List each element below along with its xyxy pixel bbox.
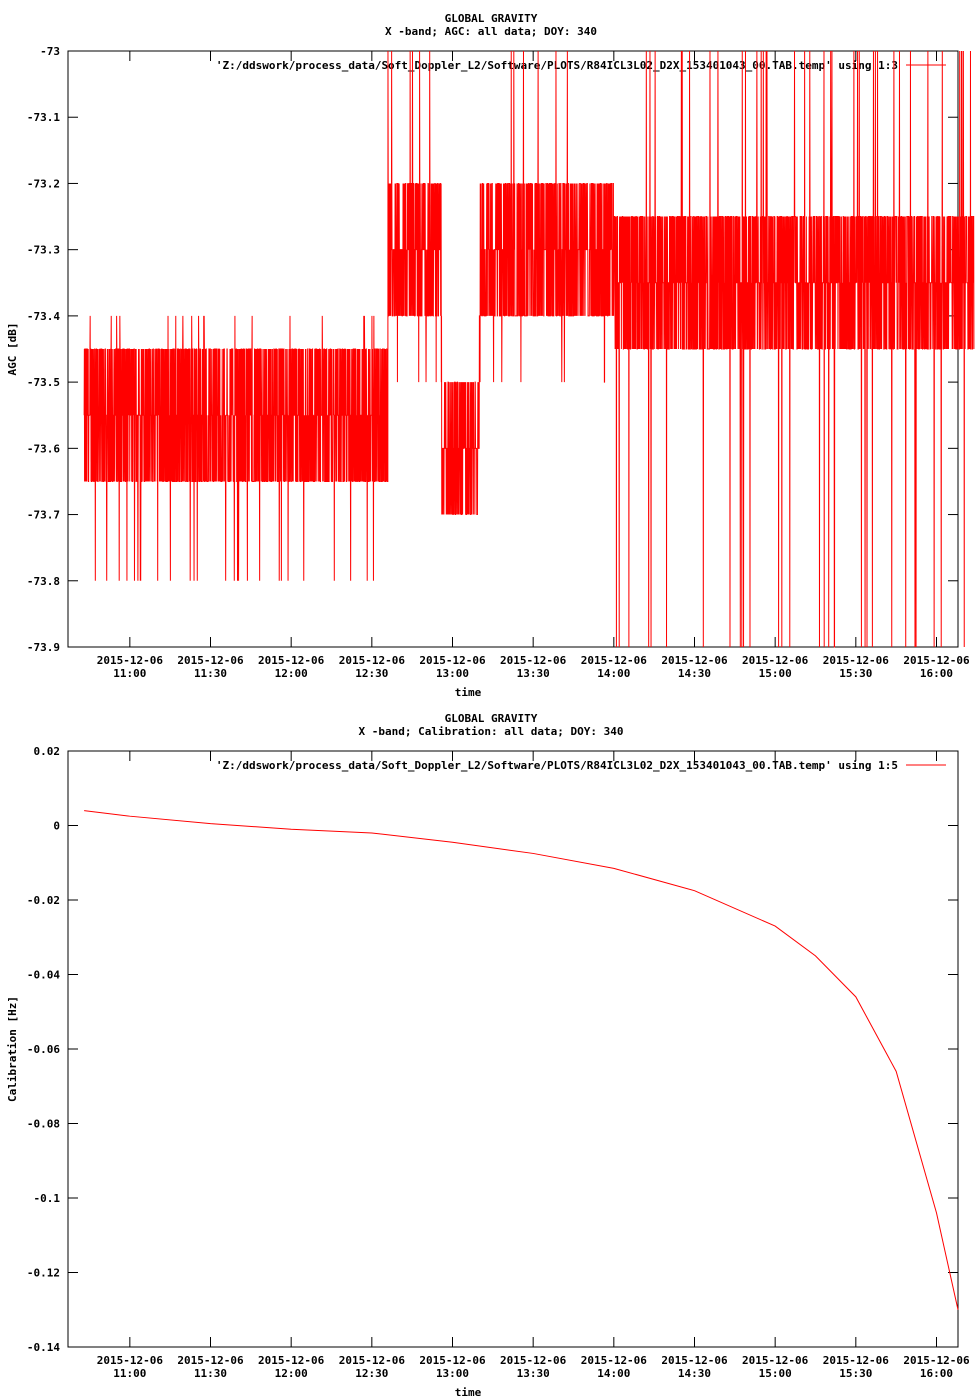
chart-subtitle: X -band; AGC: all data; DOY: 340 <box>385 25 597 38</box>
chart-title: GLOBAL GRAVITY <box>445 712 538 725</box>
y-tick-label: -0.04 <box>27 969 60 982</box>
x-tick-time: 14:30 <box>678 1367 711 1380</box>
x-tick-date: 2015-12-06 <box>742 1354 809 1367</box>
x-tick-date: 2015-12-06 <box>419 1354 486 1367</box>
x-tick-date: 2015-12-06 <box>419 654 486 667</box>
x-tick-date: 2015-12-06 <box>500 654 567 667</box>
x-tick-date: 2015-12-06 <box>97 654 164 667</box>
x-tick-time: 12:30 <box>355 667 388 680</box>
x-tick-date: 2015-12-06 <box>339 654 406 667</box>
x-tick-date: 2015-12-06 <box>823 654 890 667</box>
x-tick-date: 2015-12-06 <box>177 1354 244 1367</box>
x-tick-time: 15:30 <box>839 1367 872 1380</box>
x-axis-label: time <box>455 686 482 699</box>
x-tick-time: 12:30 <box>355 1367 388 1380</box>
y-tick-label: -73.3 <box>27 244 60 257</box>
y-tick-label: -73.2 <box>27 177 60 190</box>
x-tick-time: 16:00 <box>920 667 953 680</box>
x-tick-date: 2015-12-06 <box>500 1354 567 1367</box>
x-tick-time: 13:00 <box>436 1367 469 1380</box>
x-tick-date: 2015-12-06 <box>742 654 809 667</box>
x-tick-date: 2015-12-06 <box>177 654 244 667</box>
x-tick-date: 2015-12-06 <box>258 1354 325 1367</box>
x-tick-time: 11:00 <box>113 667 146 680</box>
y-tick-label: -0.12 <box>27 1267 60 1280</box>
x-tick-time: 11:30 <box>194 1367 227 1380</box>
y-tick-label: -0.02 <box>27 894 60 907</box>
x-tick-date: 2015-12-06 <box>581 1354 648 1367</box>
y-tick-label: -73.6 <box>27 442 60 455</box>
x-tick-time: 14:00 <box>597 1367 630 1380</box>
x-tick-time: 15:00 <box>759 1367 792 1380</box>
x-tick-time: 12:00 <box>275 1367 308 1380</box>
y-tick-label: -73.1 <box>27 111 60 124</box>
x-tick-time: 13:30 <box>517 667 550 680</box>
y-tick-label: -73.9 <box>27 641 60 654</box>
y-axis-label: AGC [dB] <box>6 323 19 376</box>
x-tick-time: 13:00 <box>436 667 469 680</box>
y-tick-label: -73 <box>40 45 60 58</box>
legend-label: 'Z:/ddswork/process_data/Soft_Doppler_L2… <box>216 759 898 772</box>
y-tick-label: -73.4 <box>27 310 60 323</box>
chart-title: GLOBAL GRAVITY <box>445 12 538 25</box>
y-axis-label: Calibration [Hz] <box>6 996 19 1102</box>
x-tick-time: 11:00 <box>113 1367 146 1380</box>
y-tick-label: -73.5 <box>27 376 60 389</box>
y-tick-label: -0.1 <box>34 1192 61 1205</box>
x-axis-label: time <box>455 1386 482 1399</box>
x-tick-time: 15:30 <box>839 667 872 680</box>
x-tick-time: 14:30 <box>678 667 711 680</box>
series-calibration-line <box>84 810 959 1310</box>
x-tick-date: 2015-12-06 <box>339 1354 406 1367</box>
x-tick-date: 2015-12-06 <box>903 654 970 667</box>
y-tick-label: -0.14 <box>27 1341 60 1354</box>
x-tick-time: 13:30 <box>517 1367 550 1380</box>
chart-subtitle: X -band; Calibration: all data; DOY: 340 <box>359 725 624 738</box>
x-tick-date: 2015-12-06 <box>661 654 728 667</box>
x-tick-time: 16:00 <box>920 1367 953 1380</box>
x-tick-date: 2015-12-06 <box>903 1354 970 1367</box>
y-tick-label: 0 <box>53 820 60 833</box>
x-tick-time: 15:00 <box>759 667 792 680</box>
x-tick-date: 2015-12-06 <box>97 1354 164 1367</box>
legend-label: 'Z:/ddswork/process_data/Soft_Doppler_L2… <box>216 59 898 72</box>
y-tick-label: -0.08 <box>27 1118 60 1131</box>
y-tick-label: 0.02 <box>34 745 61 758</box>
y-tick-label: -0.06 <box>27 1043 60 1056</box>
y-tick-label: -73.7 <box>27 509 60 522</box>
plot-frame <box>67 750 959 1348</box>
x-tick-date: 2015-12-06 <box>258 654 325 667</box>
x-tick-time: 11:30 <box>194 667 227 680</box>
x-tick-time: 12:00 <box>275 667 308 680</box>
x-tick-date: 2015-12-06 <box>823 1354 890 1367</box>
x-tick-time: 14:00 <box>597 667 630 680</box>
series-agc-line <box>83 50 975 648</box>
y-tick-label: -73.8 <box>27 575 60 588</box>
x-tick-date: 2015-12-06 <box>661 1354 728 1367</box>
x-tick-date: 2015-12-06 <box>581 654 648 667</box>
